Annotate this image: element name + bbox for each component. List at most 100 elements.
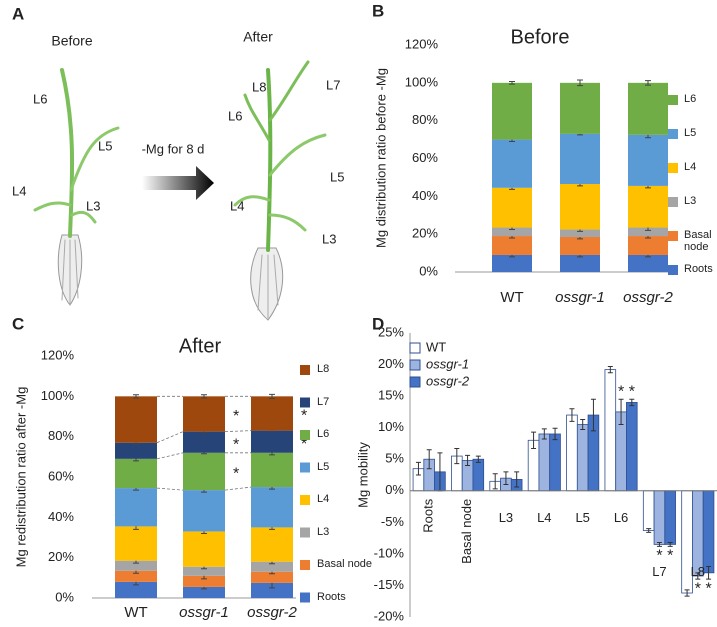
bar-segment [183,566,225,576]
y-axis-label: Mg redistribution ratio after -Mg [13,387,28,568]
error-bar [201,394,207,399]
x-tick-label: ossgr-1 [555,289,605,306]
legend-label: L8 [317,363,330,375]
bar-segment [115,526,157,561]
x-tick-label: ossgr-2 [247,604,297,621]
chart-title: Before [511,26,570,48]
bar-segment [492,236,532,255]
connector-line [156,452,184,460]
error-bar [514,471,520,488]
after-label: After [243,29,273,45]
legend-label-box: L5 [317,460,330,473]
legend-label: L3 [317,525,330,538]
y-tick-label: 100% [405,74,439,89]
leaf-label: L5 [330,169,344,184]
bar-segment [251,571,293,583]
error-bar [475,455,481,463]
legend-label-box: L3 [684,195,696,207]
significance: * [233,466,239,483]
panel-letter: C [12,314,24,333]
bar-segment [183,490,225,532]
significance: * [629,383,635,400]
y-tick-label: 10% [378,419,404,434]
legend-label-box: Roots [684,263,713,275]
bar-segment [251,430,293,453]
before-label: Before [51,33,92,49]
bar-segment [560,237,600,255]
legend-label: L5 [317,460,330,473]
error-bar [426,449,432,470]
y-tick-label: 25% [378,324,404,339]
legend-label-box: Roots [317,591,346,603]
legend-swatch [300,592,310,603]
legend-label-box: L4 [317,493,329,505]
bar-segment [628,185,668,228]
leaf-label: L3 [322,231,336,246]
bar-segment [560,254,600,272]
error-bar [580,418,586,431]
bar-segment [251,396,293,431]
panel-a: A Before After L6 L5 L4 L3 -Mg for 8 d [12,4,344,321]
error-bar [492,473,498,490]
x-tick-label: L3 [499,510,513,525]
panel-letter: A [12,4,24,23]
legend-label: ossgr-2 [426,373,470,388]
significance: * [695,580,701,597]
y-tick-label: 20% [48,549,74,564]
y-tick-label: -10% [374,545,405,560]
y-tick-label: 0% [419,263,438,278]
bar-segment [492,82,532,140]
bar-segment [251,452,293,488]
y-tick-label: 15% [378,388,404,403]
bar-segment [115,488,157,527]
bar-segment [560,184,600,230]
legend-swatch [409,359,421,371]
legend-label: L4 [684,161,697,173]
leaf-label: L4 [230,198,244,213]
significance: * [233,436,239,453]
bar-segment [115,396,157,443]
bar-segment [115,581,157,598]
x-tick-label: WT [500,289,523,306]
bar-segment [115,442,157,459]
legend-label: L6 [317,428,330,440]
bar-segment [183,452,225,491]
bar-segment [251,582,293,598]
legend-label: Roots [684,263,713,275]
y-tick-label: 20% [378,356,404,371]
bar-segment [183,575,225,587]
significance: * [301,436,307,453]
y-tick-label: 0% [385,482,404,497]
error-bar [656,542,662,547]
leaf-label: L7 [326,77,340,92]
legend-swatch [668,197,678,207]
significance: * [705,580,711,597]
legend-label-box: L3 [317,525,330,538]
x-tick-label: ossgr-1 [179,604,229,621]
error-bar [454,447,460,465]
legend-swatch [300,462,310,473]
bar [664,490,676,545]
legend-swatch [668,163,678,173]
connector-line [224,486,252,491]
legend-swatch [668,95,678,105]
legend-label-box: L6 [684,93,696,105]
error-bar [531,431,537,449]
x-tick-label: Roots [421,498,436,532]
bar-segment [183,396,225,432]
legend-label-box: L7 [317,396,329,408]
significance: * [618,383,624,400]
bar-segment [560,82,600,134]
legend-label-box: Basal node [317,558,372,570]
legend-swatch [300,365,310,375]
error-bar [552,427,558,441]
y-tick-label: 0% [55,589,74,604]
legend-swatch [300,495,310,505]
panel-letter: D [372,314,384,333]
error-bar [645,80,651,86]
legend-label: ossgr-1 [426,356,469,371]
bar [604,369,617,492]
x-tick-label: WT [124,604,147,621]
bar-segment [183,431,225,453]
legend-swatch [300,397,310,408]
